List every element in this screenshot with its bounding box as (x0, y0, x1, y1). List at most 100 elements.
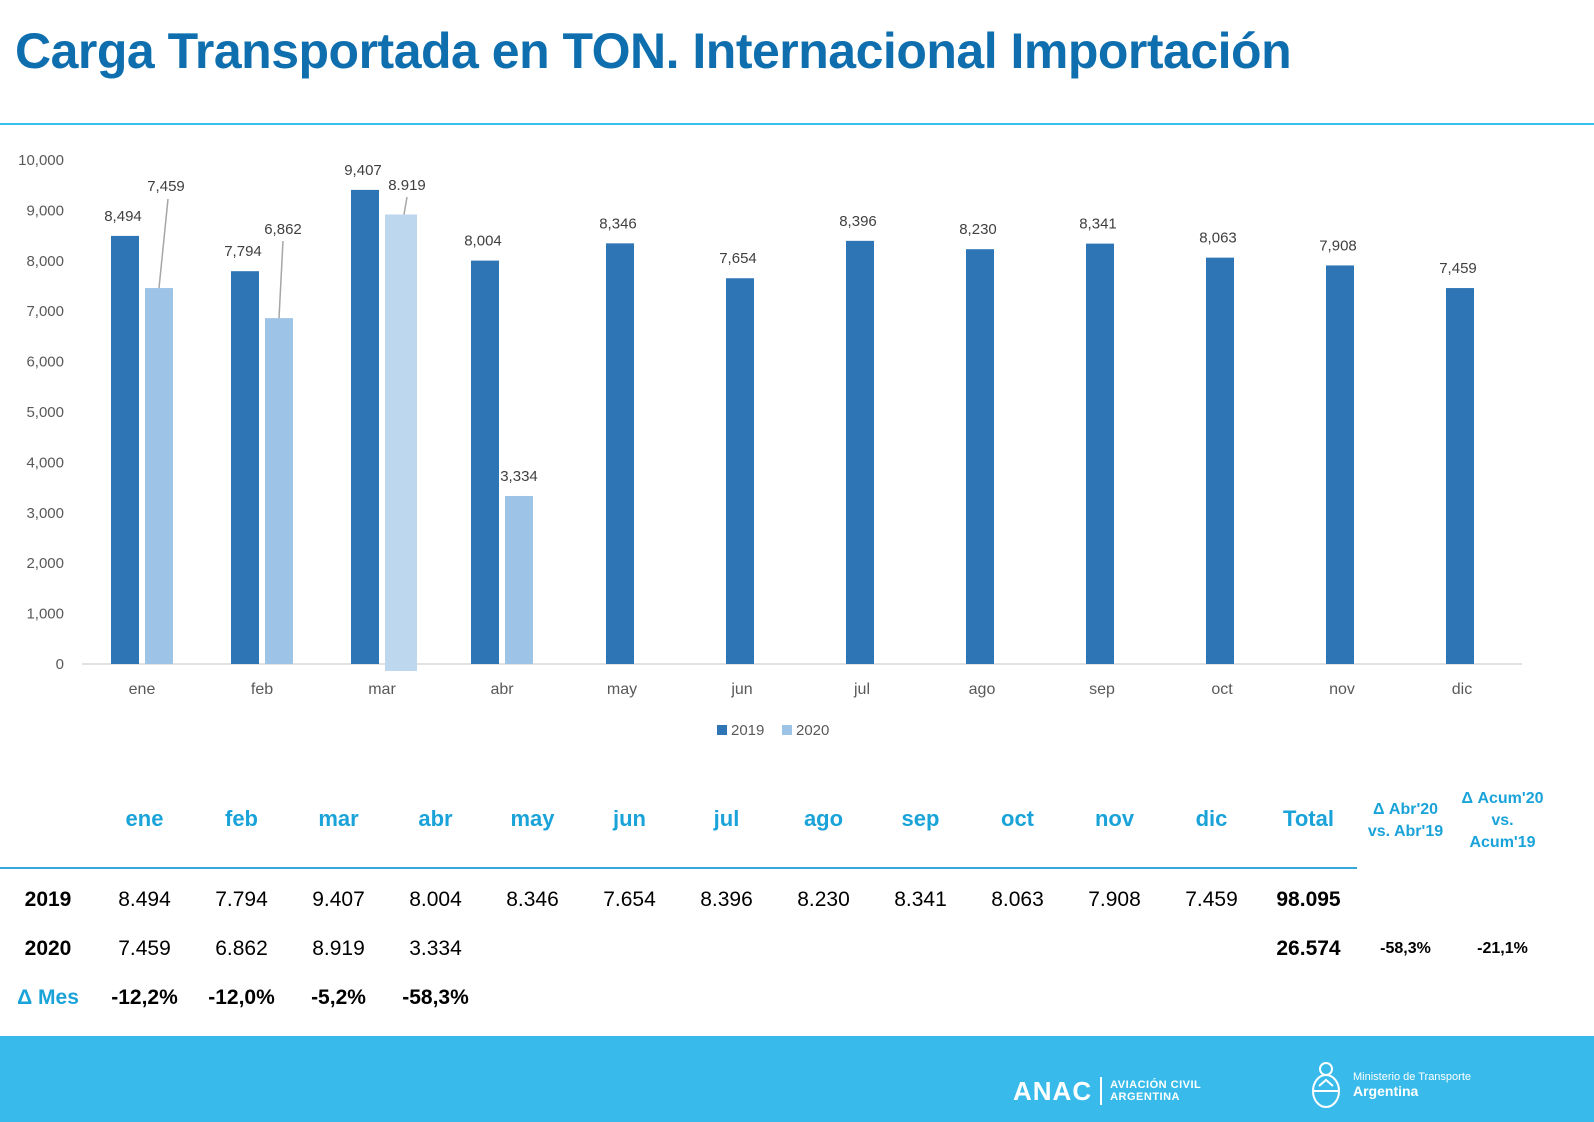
table-cell: 7.459 (118, 936, 171, 960)
bar-2020 (265, 318, 293, 664)
ministerio-logo: Ministerio de Transporte Argentina (1309, 1060, 1471, 1110)
table-cell-empty (1357, 973, 1454, 1022)
table-header: may (484, 770, 581, 869)
table-cell-delta-acum: -21,1% (1477, 939, 1528, 957)
bar-2019 (966, 249, 994, 664)
table-cell: 8.230 (797, 887, 850, 911)
table-header: sep (872, 770, 969, 869)
x-tick-label: jul (853, 681, 870, 698)
table-cell-empty (1066, 924, 1163, 973)
row-label: 2019 (24, 887, 72, 911)
data-label-2019: 7,794 (224, 243, 262, 260)
table-header: nov (1066, 770, 1163, 869)
data-label-2019: 8,063 (1199, 230, 1237, 247)
x-tick-label: may (607, 681, 637, 698)
bar-2019 (351, 189, 379, 664)
page-title: Carga Transportada en TON. Internacional… (15, 23, 1292, 79)
table-cell-empty (484, 973, 581, 1022)
table-header-delta-abr: Δ Abr'20 vs. Abr'19 (1357, 770, 1454, 868)
data-label-2019: 8,346 (599, 215, 637, 232)
anac-logo: ANAC AVIACIÓN CIVIL ARGENTINA (1013, 1074, 1201, 1108)
table-cell: 7.908 (1088, 887, 1141, 911)
table-cell: -12,2% (111, 985, 178, 1009)
table-cell-empty (775, 924, 872, 973)
data-label-2019: 8,230 (959, 221, 997, 238)
data-label-2019: 8,341 (1079, 216, 1117, 233)
table-header: dic (1163, 770, 1260, 869)
table-cell: 8.396 (700, 887, 753, 911)
table-cell: -5,2% (311, 985, 366, 1009)
table-cell-empty (581, 924, 678, 973)
table-cell: 8.919 (312, 936, 365, 960)
bar-2019 (1446, 288, 1474, 664)
table-header: feb (193, 770, 290, 869)
delta-abr-line1: Δ Abr'20 (1372, 801, 1439, 818)
coat-of-arms-icon (1312, 1062, 1340, 1108)
y-tick-label: 1,000 (26, 606, 64, 623)
delta-acum-line1: Δ Acum'20 (1461, 790, 1544, 807)
y-tick-label: 10,000 (18, 152, 64, 169)
bar-2020 (505, 495, 533, 664)
table-cell-empty (581, 973, 678, 1022)
table-cell: 6.862 (215, 936, 268, 960)
delta-abr-line2: vs. Abr'19 (1367, 823, 1444, 840)
row-label: 2020 (24, 936, 72, 960)
table-cell-empty (1260, 973, 1357, 1022)
y-axis: 0 1,000 2,000 3,000 4,000 5,000 6,000 7,000 8,00… (18, 152, 64, 673)
leader-line (278, 240, 284, 319)
anac-subtitle-line2: ARGENTINA (1110, 1091, 1180, 1103)
y-tick-label: 2,000 (26, 555, 64, 572)
table-cell-total: 26.574 (1276, 936, 1341, 960)
delta-acum-line2: vs. (1491, 812, 1514, 829)
bar-2019 (231, 271, 259, 664)
table-cell-empty (969, 973, 1066, 1022)
x-tick-label: ago (969, 681, 996, 698)
table-cell-empty (1163, 973, 1260, 1022)
table-row-delta: Δ Mes -12,2% -12,0% -5,2% -58,3% (0, 973, 1551, 1022)
table-cell-empty (1454, 973, 1551, 1022)
table-cell-empty (484, 924, 581, 973)
leader-line (403, 196, 408, 215)
table-cell-empty (678, 924, 775, 973)
table-cell: -58,3% (402, 985, 469, 1009)
bar-2020 (145, 288, 173, 664)
data-label-2019: 7,654 (719, 250, 757, 267)
logo-divider (1100, 1077, 1103, 1105)
table-header: oct (969, 770, 1066, 869)
x-axis-categories: ene feb mar abr may jun jul ago sep oct nov dic (129, 681, 1473, 698)
table-cell-empty (775, 973, 872, 1022)
table-header-row: ene feb mar abr may jun jul ago sep oct … (0, 770, 1551, 869)
ministerio-text: Ministerio de Transporte Argentina (1353, 1071, 1471, 1099)
table-cell: 8.341 (894, 887, 947, 911)
table-cell: 7.459 (1185, 887, 1238, 911)
bar-2019 (471, 260, 499, 664)
table-cell-delta-abr: -58,3% (1380, 939, 1431, 957)
legend: 2019 2020 (717, 722, 829, 739)
legend-label-2019: 2019 (731, 722, 764, 739)
bar-2019 (1206, 257, 1234, 664)
legend-swatch-2019 (717, 725, 727, 735)
title-divider (0, 123, 1594, 125)
table-cell: 7.794 (215, 887, 268, 911)
row-label: Δ Mes (17, 985, 79, 1009)
table-cell-empty (969, 924, 1066, 973)
x-tick-label: feb (251, 681, 273, 698)
bar-2019 (846, 240, 874, 664)
table-cell: 8.494 (118, 887, 171, 911)
data-label-2019: 8,004 (464, 233, 502, 250)
table-cell-empty (1357, 868, 1454, 924)
data-label-2019: 8,494 (104, 208, 142, 225)
table-cell-empty (1163, 924, 1260, 973)
leader-line (158, 198, 169, 289)
table-corner (0, 770, 96, 869)
bar-2019 (111, 235, 139, 664)
delta-acum-line3: Acum'19 (1469, 834, 1536, 851)
table-cell: 9.407 (312, 887, 365, 911)
y-tick-label: 0 (56, 656, 64, 673)
table-cell: 8.346 (506, 887, 559, 911)
x-tick-label: abr (490, 681, 514, 698)
y-tick-label: 9,000 (26, 202, 64, 219)
table-header: jun (581, 770, 678, 869)
x-tick-label: dic (1452, 681, 1472, 698)
